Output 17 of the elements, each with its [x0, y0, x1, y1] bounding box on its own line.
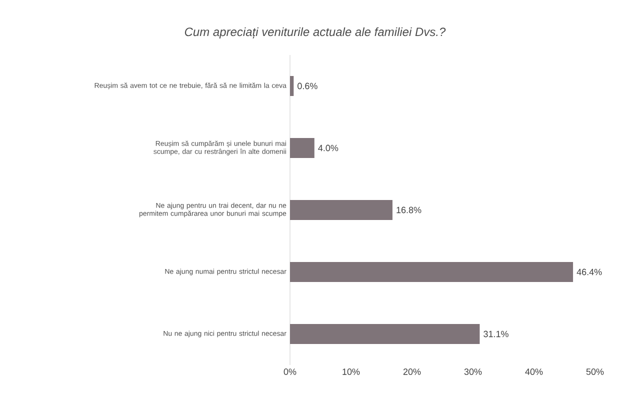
- data-label: 46.4%: [576, 268, 602, 276]
- x-tick-label: 30%: [464, 368, 482, 375]
- chart-title: Cum apreciați veniturile actuale ale familiei Dvs.?: [184, 27, 446, 39]
- x-tick-label: 0%: [284, 368, 296, 375]
- bar: [290, 76, 294, 96]
- x-tick-label: 40%: [525, 368, 543, 375]
- bar: [290, 262, 574, 282]
- bar: [290, 138, 314, 158]
- bar: [290, 324, 480, 344]
- x-tick-label: 20%: [403, 368, 421, 375]
- data-label: 31.1%: [484, 330, 508, 338]
- data-label: 0.6%: [298, 82, 318, 90]
- data-label: 16.8%: [396, 206, 422, 214]
- bar: [290, 200, 392, 220]
- x-tick-label: 10%: [342, 368, 360, 375]
- x-tick-label: 50%: [586, 368, 604, 375]
- data-label: 4.0%: [318, 144, 338, 152]
